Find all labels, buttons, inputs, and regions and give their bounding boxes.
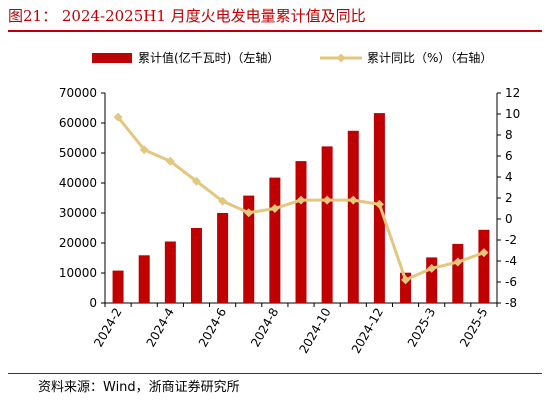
bar	[295, 161, 307, 303]
y-right-tick-label: 10	[505, 107, 520, 121]
y-left-tick-label: 0	[89, 296, 97, 310]
bar	[426, 257, 438, 303]
axes: 0 10000 20000 30000 40000 50000 60000 70000 -8 -6…	[59, 86, 520, 356]
y-left-tick-label: 60000	[59, 116, 97, 130]
y-right-tick-label: 8	[505, 128, 513, 142]
legend-swatch-marker	[336, 53, 346, 63]
bar	[478, 229, 490, 303]
line-point	[218, 196, 228, 206]
bar	[243, 195, 255, 303]
y-right-tick-label: 2	[505, 191, 513, 205]
line-point	[191, 176, 201, 186]
line-point	[348, 195, 358, 205]
bar	[321, 146, 333, 303]
y-right-tick-label: 6	[505, 149, 513, 163]
y-left-tick-label: 10000	[59, 266, 97, 280]
line-series	[113, 112, 489, 285]
x-tick-label: 2024-2	[91, 306, 124, 350]
line-point	[322, 195, 332, 205]
legend-swatch-bar	[92, 53, 132, 63]
y-right-tick-label: 4	[505, 170, 513, 184]
line-point	[139, 145, 149, 155]
y-right-tick-label: 0	[505, 212, 513, 226]
line-point	[374, 199, 384, 209]
bar	[164, 241, 176, 303]
line-point	[113, 112, 123, 122]
source-note: 资料来源：Wind，浙商证券研究所	[38, 380, 240, 395]
line-point	[165, 156, 175, 166]
x-tick-label: 2024-6	[196, 306, 229, 350]
x-tick-label: 2024-12	[349, 306, 386, 356]
bar-series	[112, 113, 490, 303]
bar	[112, 270, 124, 303]
y-left-tick-label: 70000	[59, 86, 97, 100]
bar	[190, 228, 202, 303]
y-right-tick-label: -2	[505, 233, 517, 247]
y-left-tick-label: 50000	[59, 146, 97, 160]
line-point	[427, 263, 437, 273]
bar	[217, 213, 229, 303]
legend: 累计值(亿千瓦时)（左轴） 累计同比（%）（右轴）	[92, 50, 492, 65]
line-point	[244, 208, 254, 218]
line-point	[401, 275, 411, 285]
x-tick-label: 2024-8	[248, 306, 281, 350]
bar	[452, 243, 464, 303]
x-tick-label: 2024-10	[297, 306, 334, 356]
y-left-tick-label: 40000	[59, 176, 97, 190]
line-point	[296, 195, 306, 205]
x-tick-label: 2025-3	[405, 306, 438, 350]
y-right-tick-label: 12	[505, 86, 520, 100]
y-right-tick-label: -6	[505, 275, 517, 289]
y-left-tick-label: 20000	[59, 236, 97, 250]
source-divider	[8, 373, 542, 374]
title-underline	[8, 30, 542, 32]
legend-label-line: 累计同比（%）（右轴）	[367, 50, 492, 65]
line-point	[270, 204, 280, 213]
chart-title: 图21： 2024-2025H1 月度火电发电量累计值及同比	[8, 7, 366, 25]
line-point	[479, 248, 489, 258]
x-tick-label: 2025-5	[457, 306, 490, 350]
bar	[269, 177, 281, 303]
bar	[138, 255, 150, 303]
y-right-tick-label: -4	[505, 254, 517, 268]
y-left-tick-label: 30000	[59, 206, 97, 220]
legend-label-bar: 累计值(亿千瓦时)（左轴）	[138, 50, 279, 65]
bar	[400, 272, 412, 303]
bar	[347, 130, 359, 303]
line-point	[453, 257, 463, 267]
x-tick-label: 2024-4	[144, 306, 177, 350]
y-right-tick-label: -8	[505, 296, 517, 310]
